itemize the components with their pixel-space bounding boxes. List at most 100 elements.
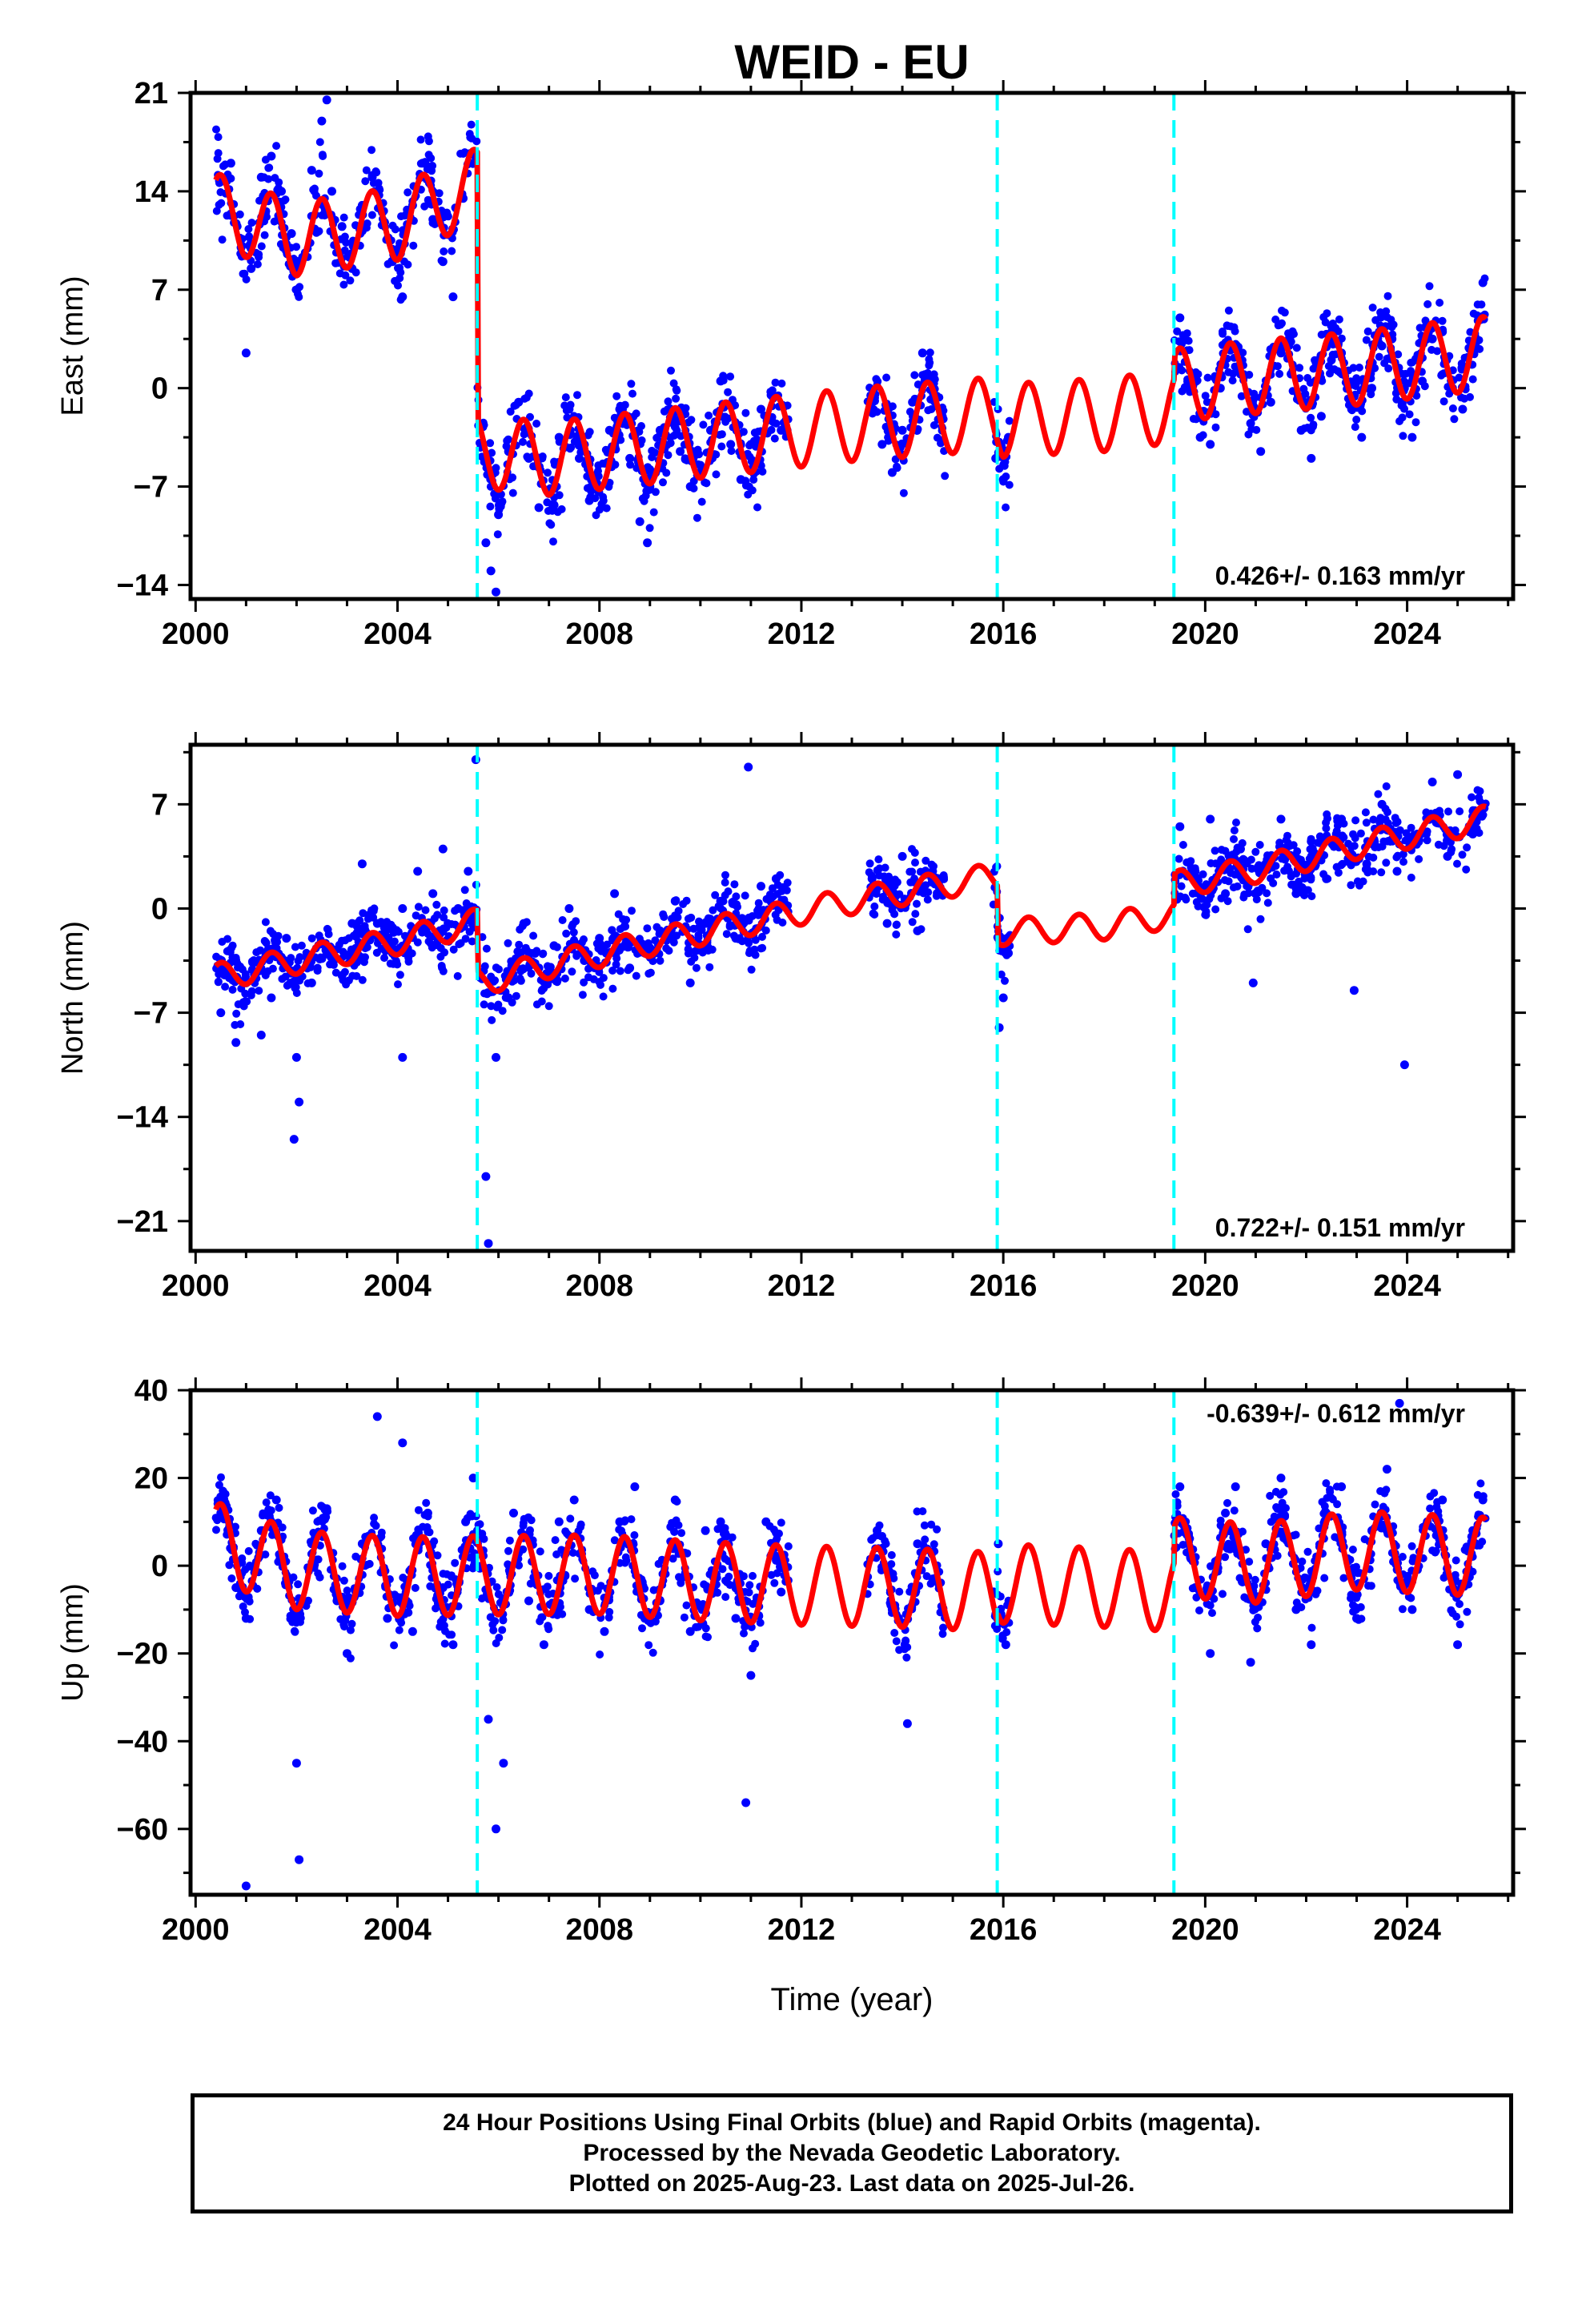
data-point [637, 436, 646, 444]
data-point [536, 1547, 544, 1556]
data-point [771, 378, 780, 387]
data-point [1421, 316, 1430, 325]
data-point [920, 1521, 929, 1530]
data-point [227, 1574, 236, 1582]
data-point [635, 517, 644, 526]
data-point [604, 425, 614, 435]
data-point [686, 914, 695, 923]
data-point [622, 915, 631, 924]
data-point [346, 949, 355, 958]
data-point [347, 1619, 356, 1628]
data-point [892, 1637, 901, 1646]
data-point [227, 174, 235, 183]
data-point [577, 939, 586, 947]
data-point [727, 447, 736, 456]
data-point [704, 1633, 712, 1642]
data-point [1309, 364, 1318, 373]
footer-line-1: 24 Hour Positions Using Final Orbits (bl… [443, 2109, 1261, 2136]
data-point [1202, 911, 1211, 919]
footer-line-2: Processed by the Nevada Geodetic Laborat… [583, 2140, 1121, 2166]
data-point [1382, 1465, 1391, 1474]
data-point [756, 1618, 765, 1627]
data-point [1248, 978, 1258, 987]
data-point [383, 918, 391, 927]
data-point [628, 389, 636, 398]
data-point [1252, 895, 1261, 904]
y-axis-label: East (mm) [56, 275, 90, 416]
data-point [998, 993, 1008, 1003]
footer-box: 24 Hour Positions Using Final Orbits (bl… [191, 2093, 1513, 2213]
data-point [438, 257, 448, 267]
data-point [1223, 1498, 1231, 1507]
data-point [1279, 1488, 1288, 1497]
data-point [352, 971, 361, 980]
data-point [267, 151, 276, 161]
data-point [746, 440, 756, 449]
plot-frame-1 [188, 742, 1516, 1253]
data-point [1398, 1605, 1407, 1614]
observations-0 [212, 95, 1489, 597]
data-point [701, 919, 710, 928]
data-point [1347, 1594, 1355, 1602]
data-point [881, 875, 889, 884]
data-point [1407, 432, 1417, 442]
data-point [1230, 1506, 1239, 1515]
data-point [1316, 412, 1326, 421]
data-point [715, 431, 724, 439]
data-point [1275, 369, 1284, 378]
data-point [427, 154, 436, 163]
data-point [427, 939, 436, 948]
data-point [340, 232, 349, 241]
data-point [870, 911, 879, 919]
data-point [1337, 814, 1347, 824]
data-point [1001, 976, 1009, 985]
data-point [1478, 1495, 1488, 1505]
data-point [902, 1653, 911, 1662]
data-point [1232, 818, 1240, 827]
data-point [761, 1517, 771, 1526]
data-point [574, 441, 583, 450]
data-point [1322, 1479, 1331, 1488]
data-point [363, 1560, 371, 1569]
data-point [468, 134, 476, 143]
data-point [260, 231, 269, 239]
data-point [529, 931, 538, 940]
data-point [741, 1798, 751, 1807]
panel-0: 2000 2004 2008 2012 2016 2020 2024 −14 −7 0 7 14 21 E… [56, 35, 1526, 651]
data-point [547, 521, 556, 529]
data-point [363, 915, 372, 923]
data-point [620, 419, 629, 428]
data-point [266, 1491, 275, 1500]
y-tick-label: −7 [134, 997, 168, 1031]
data-point [516, 967, 525, 975]
data-point [685, 1626, 695, 1636]
data-point [1326, 369, 1334, 378]
data-point [1233, 882, 1242, 891]
data-point [599, 992, 608, 1001]
data-point [680, 1613, 689, 1622]
data-point [551, 1536, 560, 1545]
data-point [1295, 877, 1303, 886]
data-point [534, 503, 544, 513]
data-point [239, 269, 247, 278]
data-point [777, 1518, 785, 1527]
data-point [1468, 793, 1476, 802]
data-point [1314, 838, 1323, 847]
data-point [601, 445, 610, 454]
data-point [615, 404, 624, 414]
data-point [665, 947, 673, 955]
data-point [1337, 1482, 1347, 1491]
data-point [1231, 327, 1239, 336]
y-tick-label: −14 [117, 569, 168, 602]
data-point [920, 882, 929, 891]
data-point [882, 373, 891, 382]
x-tick-label: 2020 [1171, 1269, 1239, 1303]
data-point [668, 915, 676, 923]
data-point [338, 1562, 347, 1570]
data-point [1182, 858, 1191, 866]
data-point [492, 1824, 500, 1834]
x-tick-label: 2020 [1171, 1913, 1239, 1947]
data-point [646, 968, 655, 977]
data-point [685, 978, 695, 987]
data-point [1412, 392, 1421, 400]
